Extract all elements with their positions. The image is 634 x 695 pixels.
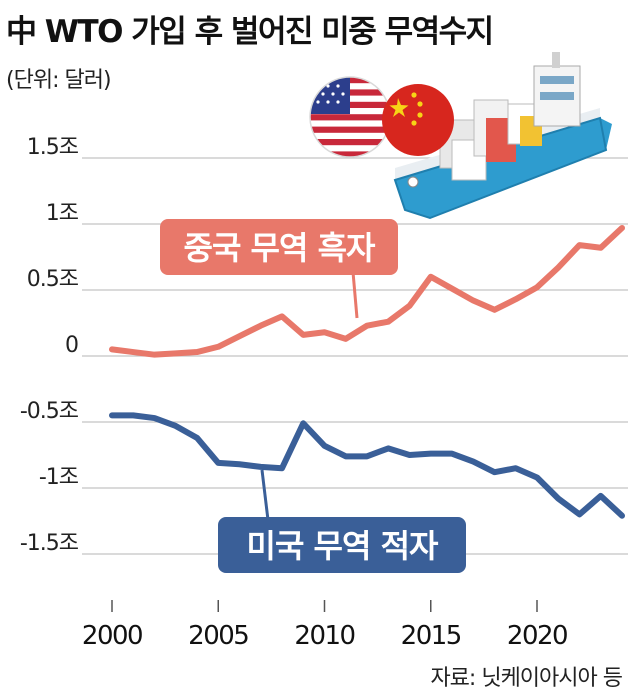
us-callout-leader (260, 469, 270, 521)
y-tick-label: 1.5조 (27, 135, 79, 160)
china-callout-leader (351, 271, 359, 319)
y-tick-label: -0.5조 (20, 399, 79, 424)
x-tick-label: 2000 (82, 621, 142, 651)
trade-illustration (309, 52, 612, 220)
y-axis-ticks: 1.5조 1조 0.5조 0 -0.5조 -1조 -1.5조 (20, 135, 80, 556)
y-tick-label: 0.5조 (27, 267, 79, 292)
x-axis-ticks: 2000 2005 2010 2015 2020 (82, 621, 569, 651)
y-tick-label: -1.5조 (20, 531, 79, 556)
unit-label: (단위: 달러) (6, 68, 112, 93)
us-flag-icon (309, 76, 391, 158)
source-note: 자료: 닛케이아시아 등 (430, 666, 623, 691)
china-surplus-callout: 중국 무역 흑자 (160, 219, 398, 319)
china-flag-icon (382, 84, 454, 156)
us-deficit-callout: 미국 무역 적자 (218, 469, 466, 573)
x-tick-label: 2010 (294, 621, 354, 651)
chart-title: 中 WTO 가입 후 벌어진 미중 무역수지 (6, 14, 494, 50)
x-tick-label: 2015 (401, 621, 461, 651)
y-tick-label: -1조 (39, 465, 79, 490)
x-tick-label: 2005 (188, 621, 248, 651)
series-lines (109, 224, 625, 519)
us-series-label: 미국 무역 적자 (247, 527, 439, 565)
y-tick-label: 0 (65, 333, 78, 358)
y-tick-label: 1조 (46, 201, 79, 226)
china-series-label: 중국 무역 흑자 (184, 229, 376, 267)
china-surplus-line (109, 224, 625, 358)
us-series-label-box (218, 517, 466, 573)
container-ship-icon (393, 52, 612, 220)
x-tick-label: 2020 (507, 621, 567, 651)
us-deficit-line (109, 412, 625, 519)
china-series-label-box (160, 219, 398, 275)
